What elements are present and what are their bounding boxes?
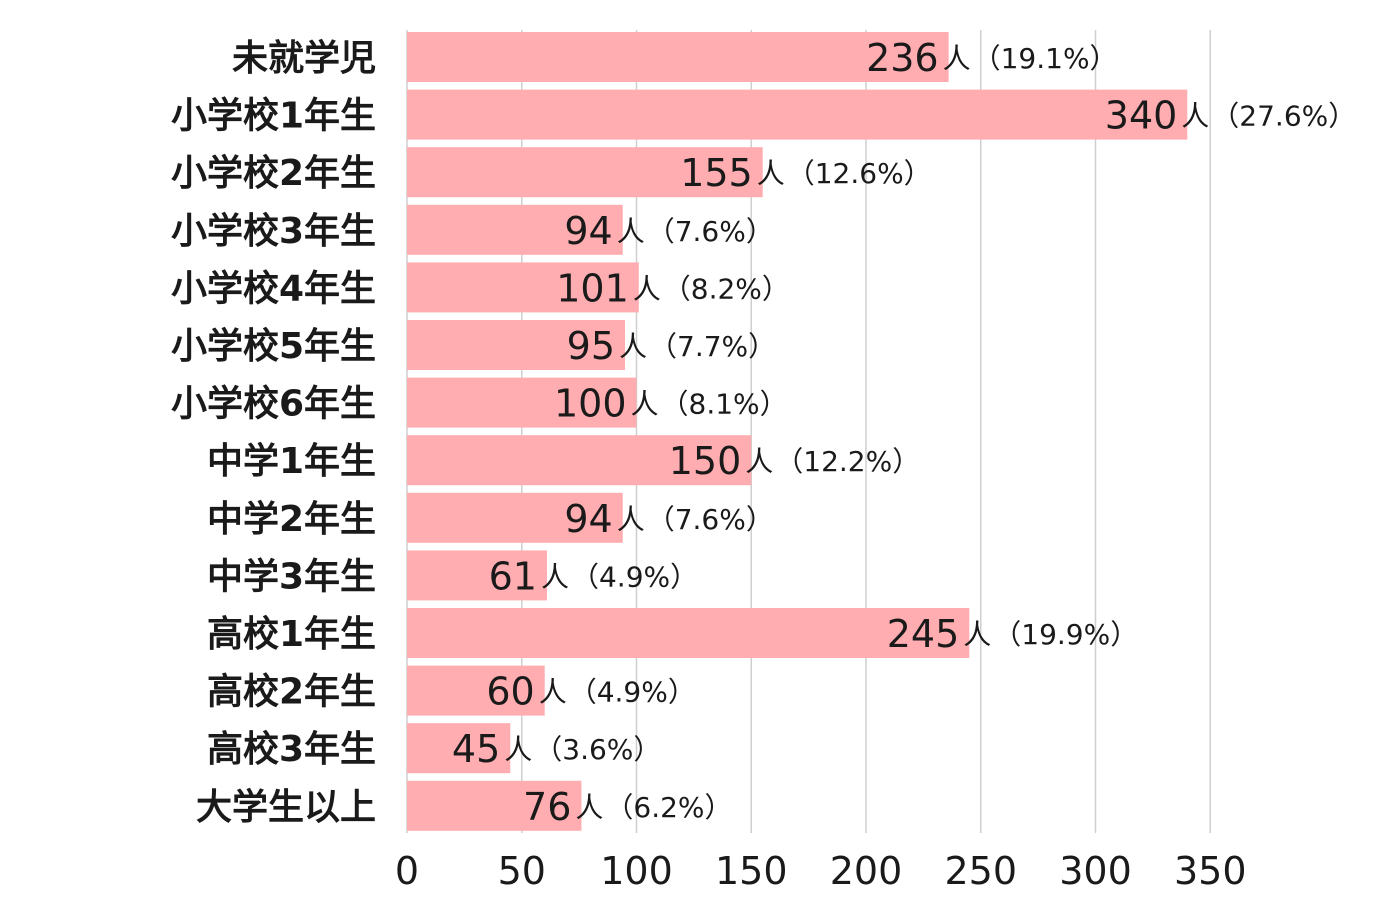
- data-label-value: 45: [452, 727, 500, 771]
- x-tick-label: 0: [395, 849, 419, 893]
- data-label-unit: 人: [617, 215, 645, 248]
- data-label-unit: 人: [539, 676, 567, 709]
- data-label-percent: （12.2%）: [775, 445, 920, 478]
- bar: [407, 377, 637, 428]
- data-label-value: 236: [866, 36, 939, 80]
- bar: [407, 608, 970, 658]
- bar: [407, 204, 623, 255]
- x-tick-label: 200: [830, 849, 903, 893]
- data-label-unit: 人: [575, 791, 603, 824]
- data-label-unit: 人: [631, 388, 659, 421]
- x-tick-label: 350: [1174, 849, 1247, 893]
- data-label-percent: （7.7%）: [649, 330, 776, 363]
- category-label: 小学校3年生: [171, 210, 376, 252]
- category-label: 小学校1年生: [171, 95, 376, 137]
- data-label-value: 61: [489, 554, 537, 598]
- data-label-value: 155: [680, 151, 753, 195]
- bar: [407, 320, 626, 370]
- x-axis-tick-labels: 0 50 100 150 200 250 300 350: [395, 849, 1247, 893]
- data-label-percent: （27.6%）: [1211, 100, 1356, 133]
- value-labels: 236 人（19.1%）340 人（27.6%）155 人（12.6%）94 人（7.6…: [452, 36, 1356, 829]
- category-label: 小学校5年生: [171, 325, 376, 367]
- data-label-value: 245: [887, 612, 960, 656]
- data-label-percent: （19.1%）: [973, 42, 1118, 75]
- data-label-value: 95: [567, 324, 615, 368]
- data-label-percent: （8.1%）: [661, 388, 788, 421]
- bars: [407, 32, 1188, 831]
- data-label-value: 340: [1105, 94, 1178, 138]
- data-label-percent: （3.6%）: [534, 733, 661, 766]
- data-label-unit: 人: [757, 157, 785, 190]
- category-label: 小学校2年生: [171, 152, 376, 194]
- bar: [407, 492, 623, 543]
- data-label-value: 94: [564, 209, 612, 253]
- bar: [407, 435, 752, 486]
- x-tick-label: 100: [600, 849, 673, 893]
- category-label: 未就学児: [232, 37, 376, 79]
- data-label-percent: （6.2%）: [605, 791, 732, 824]
- category-label: 中学1年生: [207, 440, 376, 482]
- data-label-percent: （4.9%）: [571, 560, 698, 593]
- data-label-percent: （19.9%）: [993, 618, 1138, 651]
- data-label-unit: 人: [617, 503, 645, 536]
- data-label-percent: （7.6%）: [647, 215, 774, 248]
- category-label: 高校3年生: [207, 729, 376, 770]
- category-label: 小学校4年生: [171, 267, 376, 309]
- category-label: 中学2年生: [207, 498, 376, 540]
- data-label-unit: 人: [745, 445, 773, 478]
- data-label-value: 76: [523, 785, 571, 829]
- data-label-unit: 人: [541, 560, 569, 593]
- data-label-value: 94: [564, 497, 612, 541]
- bar: [407, 550, 547, 601]
- category-label: 高校2年生: [207, 672, 376, 713]
- category-labels: 未就学児小学校1年生小学校2年生小学校3年生小学校4年生小学校5年生小学校6年生…: [171, 37, 376, 828]
- x-tick-label: 50: [498, 849, 546, 893]
- data-label-percent: （8.2%）: [663, 272, 790, 305]
- data-label-unit: 人: [943, 42, 971, 75]
- bar: [407, 262, 639, 313]
- data-label-value: 60: [486, 670, 534, 714]
- data-label-unit: 人: [633, 272, 661, 305]
- x-tick-label: 300: [1059, 849, 1132, 893]
- bar: [407, 89, 1188, 140]
- x-tick-label: 150: [715, 849, 788, 893]
- data-label-percent: （12.6%）: [787, 157, 932, 190]
- bar: [407, 32, 949, 82]
- bar: [407, 665, 545, 716]
- category-label: 小学校6年生: [171, 383, 376, 425]
- data-label-unit: 人: [963, 618, 991, 651]
- data-label-value: 101: [556, 266, 629, 310]
- category-label: 大学生以上: [196, 786, 376, 828]
- data-label-percent: （4.9%）: [569, 676, 696, 709]
- data-label-unit: 人: [504, 733, 532, 766]
- data-label-percent: （7.6%）: [647, 503, 774, 536]
- category-label: 中学3年生: [207, 555, 376, 597]
- category-label: 高校1年生: [207, 614, 376, 655]
- data-label-unit: 人: [619, 330, 647, 363]
- bar: [407, 780, 582, 831]
- data-label-unit: 人: [1181, 100, 1209, 133]
- x-tick-label: 250: [944, 849, 1017, 893]
- bar: [407, 723, 511, 774]
- bar: [407, 147, 763, 198]
- data-label-value: 150: [669, 439, 742, 483]
- data-label-value: 100: [554, 382, 627, 426]
